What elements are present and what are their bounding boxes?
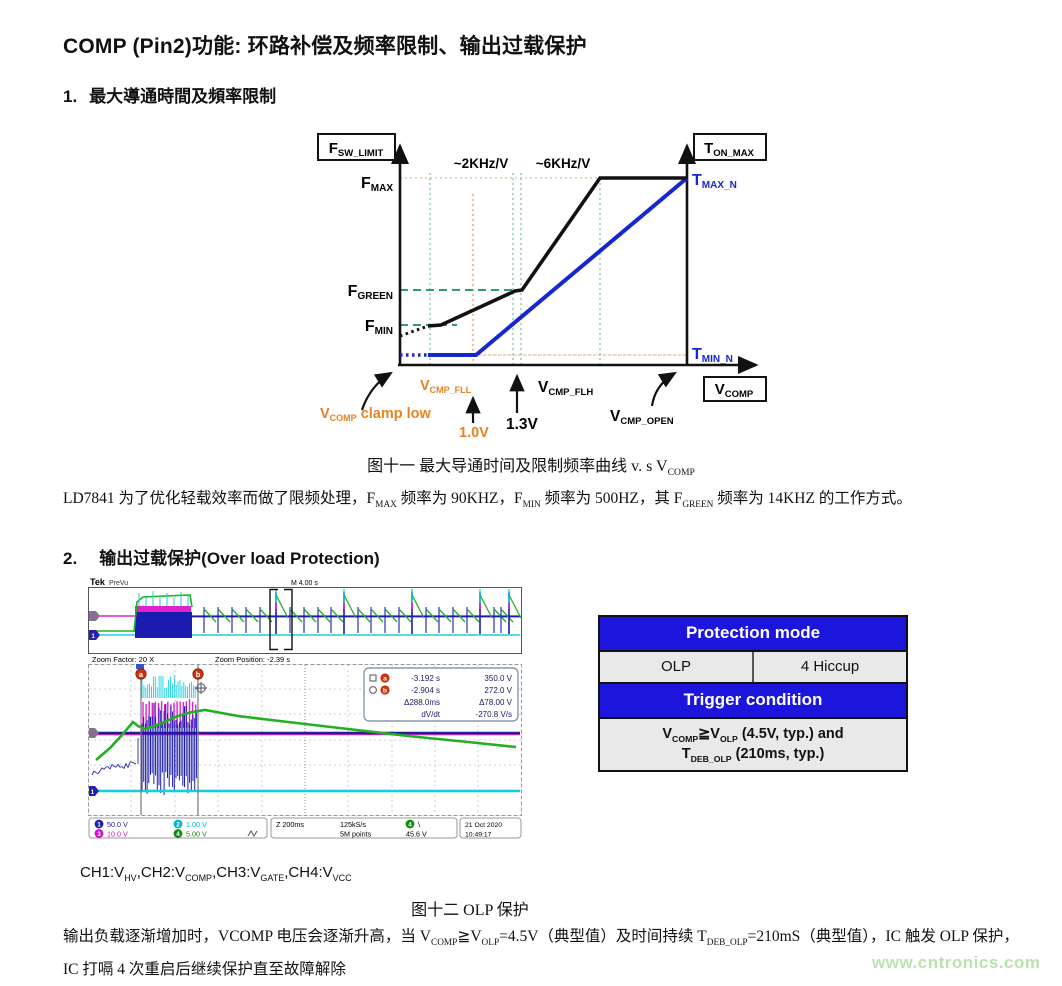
protection-mode-header: Protection mode	[600, 617, 906, 652]
f-green-label: FGREEN	[348, 283, 393, 302]
cursor-b-shape-icon	[370, 687, 377, 694]
label-1v3: 1.3V	[506, 416, 539, 433]
trigger-condition-header: Trigger condition	[600, 684, 906, 719]
horizontal-scale: Z 200ms	[276, 820, 304, 829]
scope-mode: PreVu	[109, 580, 128, 587]
chart-axes	[398, 146, 756, 365]
ch3-badge: 3	[97, 831, 101, 838]
trigger-condition-line2: TDEB_OLP (210ms, typ.)	[600, 744, 906, 764]
trigger-slope: \	[418, 820, 420, 829]
trigger-condition-line1: VCOMP≧VOLP (4.5V, typ.) and	[600, 724, 906, 744]
ch4-scale: 5.00 V	[186, 830, 207, 839]
fig11-chart: FSW_LIMIT TON_MAX VCOMP FMAX FGREEN FMIN…	[300, 128, 770, 440]
t-max-n-label: TMAX_N	[692, 172, 737, 191]
ch2-badge: 2	[176, 822, 180, 829]
protection-table: Protection mode OLP 4 Hiccup Trigger con…	[598, 615, 908, 772]
vcomp-clamp-low-label: VCOMP clamp low	[320, 406, 432, 423]
label-1v0: 1.0V	[459, 425, 489, 440]
readout-dvdt-label: dV/dt	[421, 710, 440, 719]
vcmp-fll-label: VCMP_FLL	[420, 378, 472, 395]
ch4-badge: 4	[176, 831, 180, 838]
scope-time: 10:49:17	[465, 832, 492, 839]
ch3-scale: 10.0 V	[107, 830, 128, 839]
section1-heading: 1. 最大導通時間及頻率限制	[63, 82, 276, 107]
page-title: COMP (Pin2)功能: 环路补偿及频率限制、输出过载保护	[63, 30, 587, 60]
zoom-position-label: Zoom Position: -2.39 s	[215, 655, 290, 664]
scope-brand: Tek	[90, 577, 106, 587]
zoom-factor-label: Zoom Factor: 20 X	[92, 655, 154, 664]
trigger-level: 45.6 V	[406, 830, 427, 839]
readout-a-volt: 350.0 V	[484, 674, 512, 683]
chart-x-annotations: VCOMP clamp low VCMP_FLL 1.0V 1.3V VCMP_…	[320, 373, 675, 440]
sample-rate: 125kS/s	[340, 820, 366, 829]
channel-legend: CH1:VHV,CH2:VCOMP,CH3:VGATE,CH4:VVCC	[80, 864, 352, 881]
trigger-source-badge: 4	[408, 822, 412, 829]
cursor-readout-box: a -3.192 s 350.0 V b -2.904 s 272.0 V Δ2…	[364, 668, 518, 721]
readout-dvdt-value: -270.8 V/s	[476, 710, 512, 719]
section1-number: 1.	[63, 87, 77, 106]
clamp-arrow	[362, 373, 391, 410]
section2-number: 2.	[63, 549, 77, 568]
fsw-limit-curve	[400, 178, 687, 336]
paragraph-frequency-limits: LD7841 为了优化轻载效率而做了限频处理，FMAX 频率为 90KHZ，FM…	[63, 482, 1028, 515]
slope-6khz-label: ~6KHz/V	[536, 156, 590, 171]
chart-gridlines	[400, 173, 687, 368]
section2-heading: 2. 输出过载保护(Over load Protection)	[63, 544, 380, 569]
protection-behavior-cell: 4 Hiccup	[754, 652, 906, 682]
vcmp-open-arrow	[652, 373, 675, 406]
readout-b-time: -2.904 s	[411, 686, 440, 695]
ch1-scale: 50.0 V	[107, 820, 128, 829]
readout-b-badge: b	[383, 688, 387, 695]
cursor-a-shape-icon	[370, 675, 376, 681]
fig12-caption: 图十二 OLP 保护	[0, 896, 940, 920]
ch1-badge: 1	[97, 822, 101, 829]
slope-2khz-label: ~2KHz/V	[454, 156, 508, 171]
fig11-caption: 图十一 最大导通时间及限制频率曲线 v. s VCOMP	[0, 452, 1062, 476]
fig11-chart-svg: FSW_LIMIT TON_MAX VCOMP FMAX FGREEN FMIN…	[300, 128, 770, 440]
ch2-scale: 1.00 V	[186, 820, 207, 829]
protection-type-cell: OLP	[600, 652, 754, 682]
scope-date: 21 Oct 2020	[465, 822, 502, 829]
ton-max-curve	[400, 178, 687, 355]
readout-a-time: -3.192 s	[411, 674, 440, 683]
oscilloscope-screenshot: Tek PreVu M 4.00 s 1 Zoom Factor	[88, 576, 522, 840]
scope-zoom-grid: a b 1 a -3.192 s 350.0 V b -2.904 s 272	[89, 664, 522, 816]
vcmp-open-label: VCMP_OPEN	[610, 408, 674, 427]
f-min-label: FMIN	[365, 318, 393, 337]
cursor-b-label: b	[196, 670, 201, 679]
scope-timebase: M 4.00 s	[291, 580, 318, 587]
record-length: 5M points	[340, 830, 372, 839]
section1-text: 最大導通時間及頻率限制	[89, 87, 276, 106]
readout-a-badge: a	[383, 676, 387, 683]
scope-overview: 1	[89, 588, 522, 654]
readout-b-volt: 272.0 V	[484, 686, 512, 695]
f-max-label: FMAX	[361, 175, 393, 194]
vcmp-flh-label: VCMP_FLH	[538, 379, 593, 398]
readout-delta-volt: Δ78.00 V	[479, 698, 513, 707]
protection-mode-row: OLP 4 Hiccup	[600, 652, 906, 684]
t-min-n-label: TMIN_N	[692, 346, 733, 365]
scope-status-bar: 1 50.0 V 2 1.00 V 3 10.0 V 4 5.00 V Z 20…	[89, 818, 521, 839]
trigger-condition-cell: VCOMP≧VOLP (4.5V, typ.) and TDEB_OLP (21…	[600, 719, 906, 770]
section2-text: 输出过载保护(Over load Protection)	[99, 549, 380, 568]
readout-delta-time: Δ288.0ms	[404, 698, 440, 707]
scope-svg: Tek PreVu M 4.00 s 1 Zoom Factor	[88, 576, 522, 840]
watermark: www.cntronics.com	[872, 953, 1040, 973]
